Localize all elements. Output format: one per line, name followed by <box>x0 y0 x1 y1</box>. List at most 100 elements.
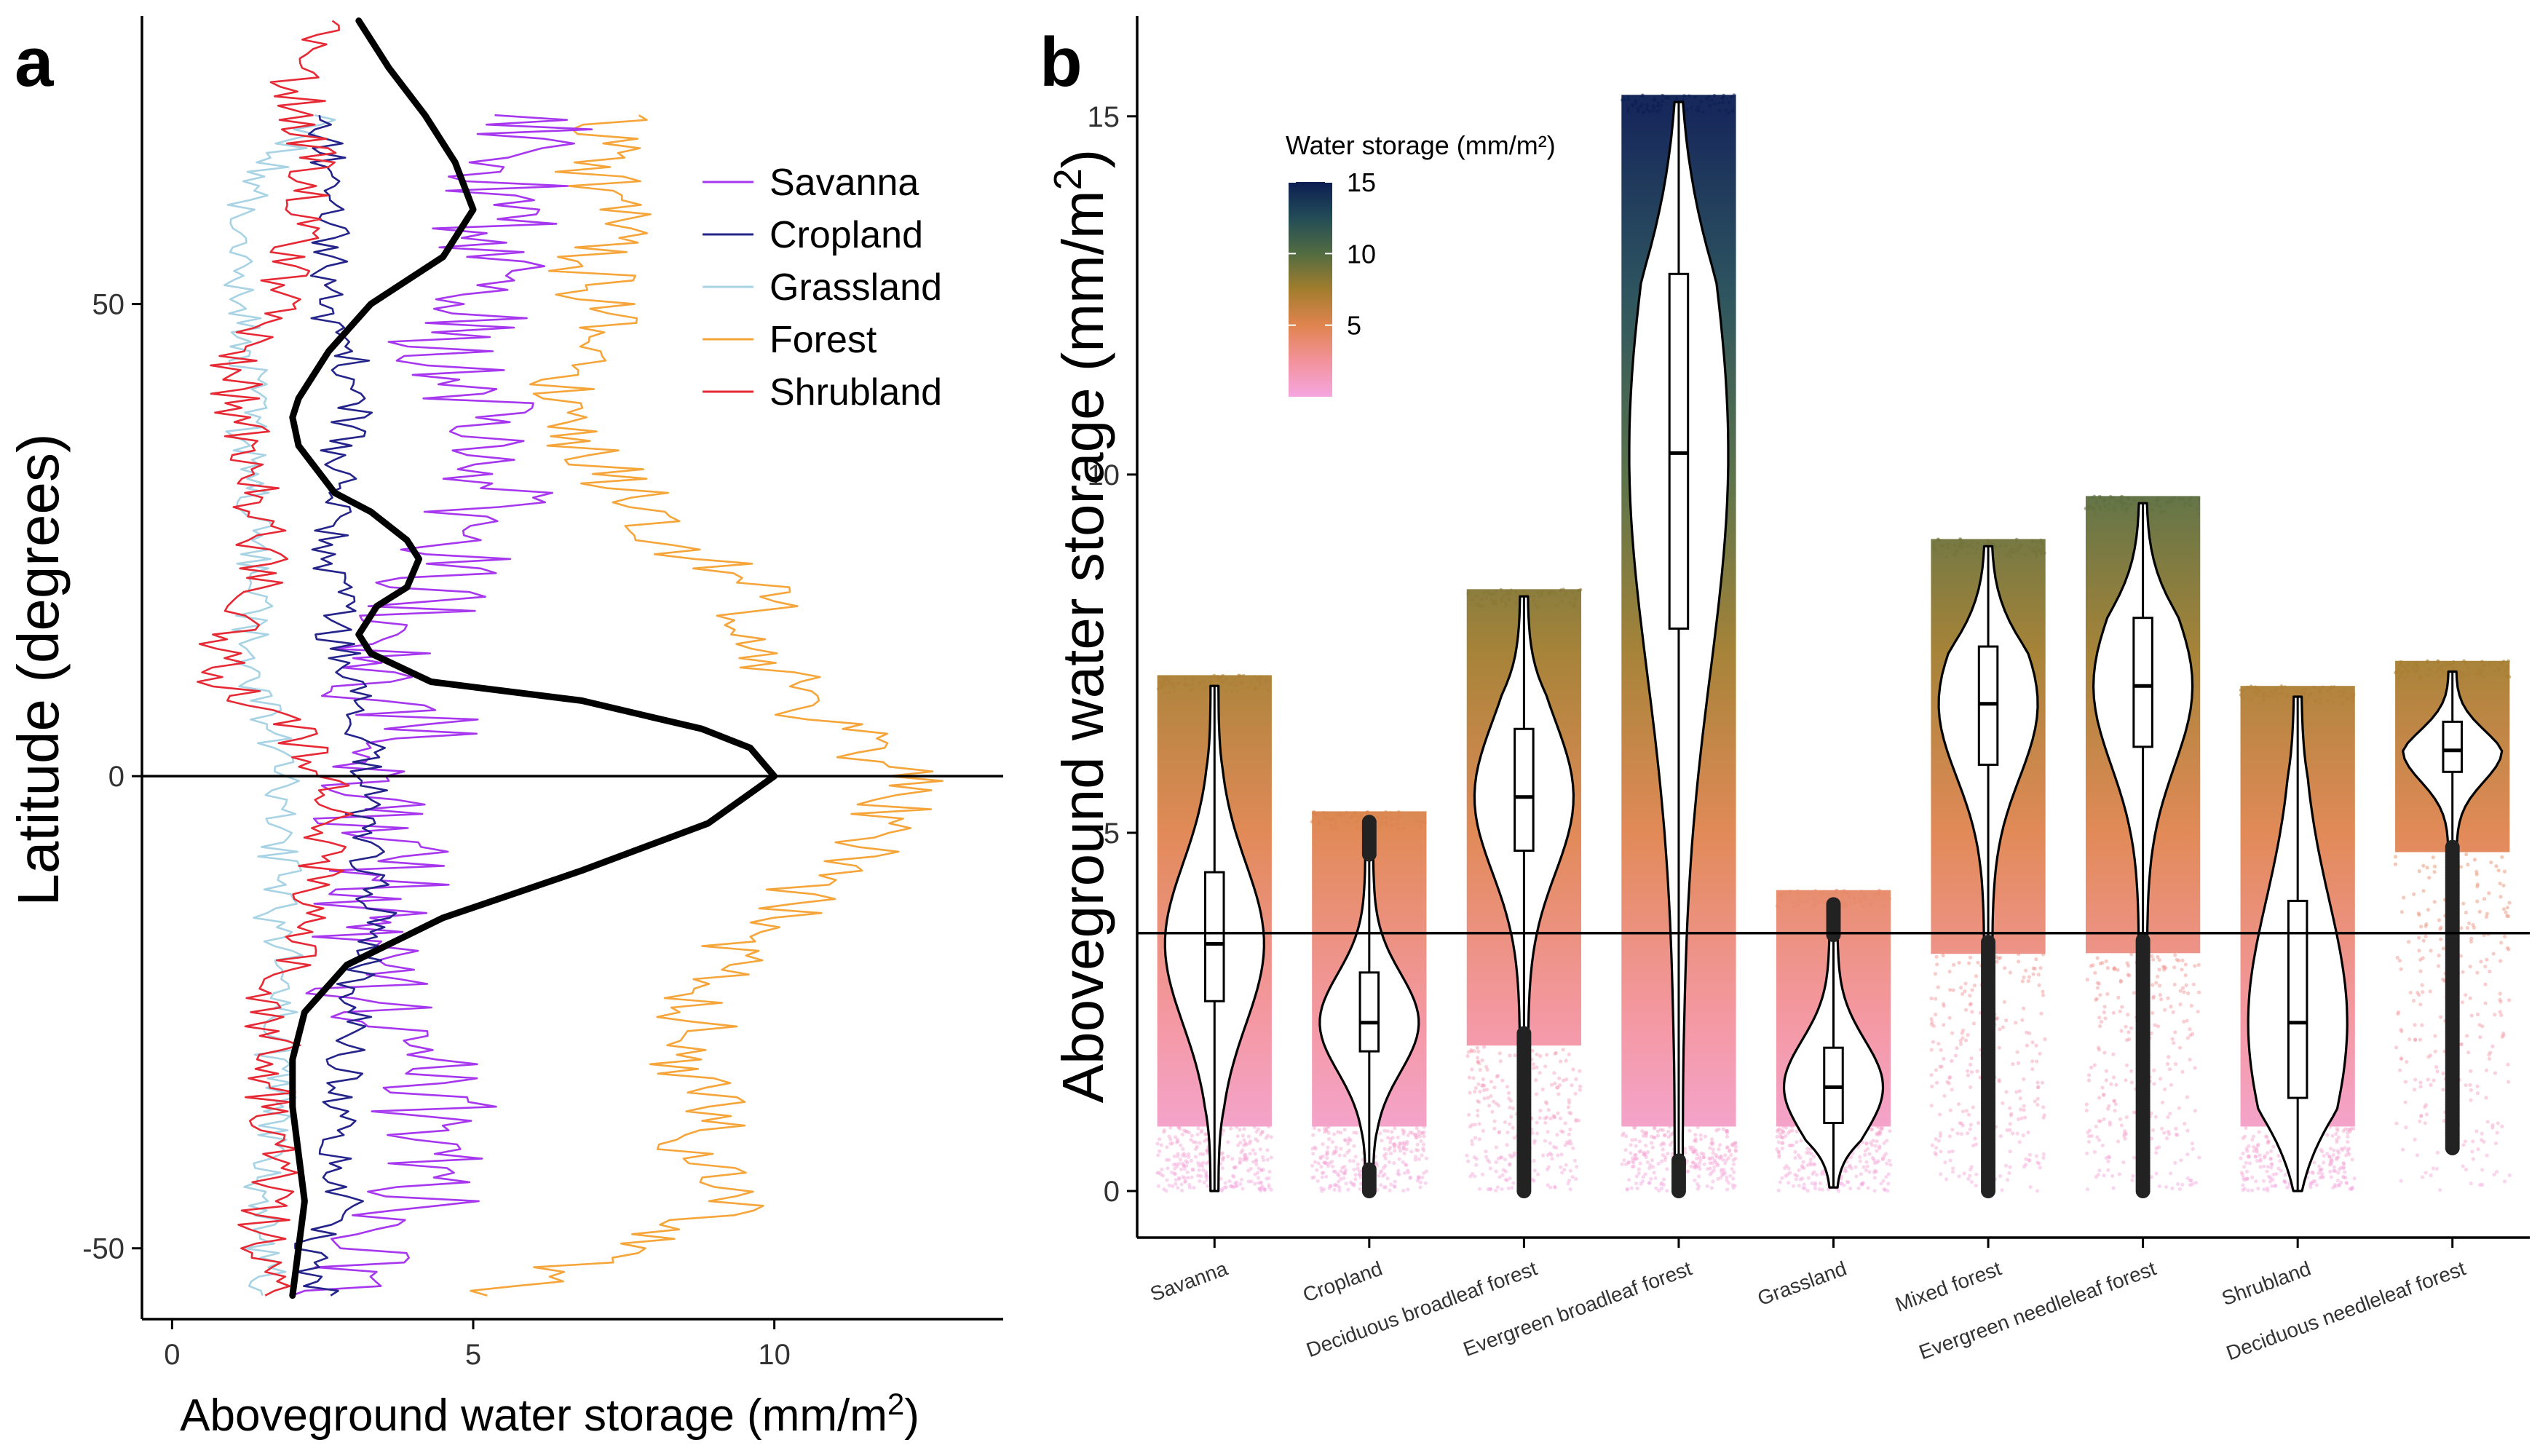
jitter-point <box>1777 1150 1781 1154</box>
jitter-point <box>1318 822 1321 826</box>
jitter-point <box>1936 1139 1941 1143</box>
jitter-point <box>1224 689 1227 694</box>
jitter-point <box>1336 1130 1340 1134</box>
jitter-point <box>2418 676 2422 681</box>
jitter-point <box>1572 1158 1577 1163</box>
jitter-point <box>1650 1158 1654 1163</box>
jitter-point <box>2439 925 2443 930</box>
jitter-point <box>2276 1166 2281 1171</box>
outlier-point <box>1826 897 1841 912</box>
jitter-point <box>2498 882 2502 886</box>
jitter-point <box>2427 668 2432 671</box>
jitter-point <box>2332 1148 2336 1152</box>
colorbar-tick-label: 15 <box>1347 167 1376 197</box>
jitter-point <box>1345 1150 1350 1155</box>
jitter-point <box>2250 1175 2255 1179</box>
jitter-point <box>1332 1132 1337 1136</box>
jitter-point <box>2319 1168 2323 1172</box>
jitter-point <box>1261 1168 1265 1172</box>
jitter-point <box>1656 1161 1661 1166</box>
jitter-point <box>2000 1188 2004 1192</box>
jitter-point <box>1937 1112 1942 1117</box>
jitter-point <box>1552 1115 1556 1120</box>
jitter-point <box>1663 1155 1668 1160</box>
jitter-point <box>2022 1104 2026 1108</box>
jitter-point <box>2022 1077 2026 1081</box>
jitter-point <box>2094 1175 2098 1179</box>
jitter-point <box>1170 1142 1174 1146</box>
jitter-point <box>1516 593 1520 598</box>
jitter-point <box>1418 1180 1423 1184</box>
jitter-point <box>1494 1169 1498 1174</box>
jitter-point <box>1654 1186 1658 1190</box>
jitter-point <box>1622 1158 1626 1163</box>
jitter-point <box>1206 685 1210 689</box>
jitter-point <box>2170 1037 2175 1041</box>
jitter-point <box>1975 1069 1979 1074</box>
jitter-point <box>1160 1167 1164 1172</box>
jitter-point <box>1187 1185 1192 1190</box>
jitter-point <box>2319 1171 2325 1176</box>
jitter-point <box>1246 1134 1251 1139</box>
jitter-point <box>1249 679 1254 684</box>
jitter-point <box>2113 507 2118 512</box>
jitter-point <box>2425 866 2429 870</box>
jitter-point <box>1817 1187 1821 1192</box>
jitter-point <box>2499 941 2504 945</box>
jitter-point <box>1713 1160 1718 1165</box>
jitter-point <box>2399 1057 2404 1061</box>
jitter-point <box>1326 1145 1330 1150</box>
jitter-point <box>1835 888 1839 893</box>
jitter-point <box>1723 1161 1728 1166</box>
jitter-point <box>1968 1174 1972 1178</box>
jitter-point <box>1492 599 1496 604</box>
jitter-point <box>2132 1110 2137 1115</box>
jitter-point <box>1818 1181 1822 1185</box>
jitter-point <box>1878 888 1882 893</box>
jitter-point <box>1652 1126 1657 1131</box>
jitter-point <box>1665 1167 1669 1171</box>
jitter-point <box>1392 1144 1397 1150</box>
jitter-point <box>2109 1082 2113 1086</box>
jitter-point <box>2405 1060 2409 1064</box>
jitter-point <box>1858 1155 1862 1159</box>
jitter-point <box>2426 1077 2430 1082</box>
jitter-point <box>1636 106 1640 111</box>
jitter-point <box>1808 1160 1813 1165</box>
jitter-point <box>1315 1168 1319 1172</box>
jitter-point <box>2092 507 2096 511</box>
jitter-point <box>1846 1180 1851 1184</box>
jitter-point <box>2034 553 2038 556</box>
jitter-point <box>1219 679 1223 684</box>
jitter-point <box>1173 1166 1177 1171</box>
jitter-point <box>1198 680 1202 684</box>
jitter-point <box>2404 1125 2408 1130</box>
jitter-point <box>1931 542 1936 547</box>
jitter-point <box>1321 810 1326 815</box>
jitter-point <box>2239 693 2243 697</box>
jitter-point <box>2160 1100 2164 1104</box>
jitter-point <box>2038 1051 2042 1056</box>
jitter-point <box>1227 1179 1232 1184</box>
jitter-point <box>1969 1179 1974 1184</box>
jitter-point <box>2112 1099 2116 1103</box>
jitter-point <box>2403 1100 2407 1104</box>
jitter-point <box>1929 1022 1934 1026</box>
jitter-point <box>2039 1011 2043 1016</box>
jitter-point <box>1170 1170 1174 1174</box>
jitter-point <box>2196 512 2201 516</box>
jitter-point <box>2398 662 2402 667</box>
jitter-point <box>1385 1129 1390 1133</box>
jitter-point <box>1485 590 1489 594</box>
jitter-point <box>1958 1042 1963 1046</box>
jitter-point <box>1345 820 1350 825</box>
jitter-point <box>2330 1159 2334 1163</box>
jitter-point <box>1797 1184 1801 1188</box>
jitter-point <box>1322 1160 1326 1165</box>
jitter-point <box>1418 1185 1423 1190</box>
jitter-point <box>1929 1017 1934 1021</box>
jitter-point <box>2399 1179 2403 1183</box>
jitter-point <box>1816 900 1821 903</box>
jitter-point <box>1476 1056 1480 1060</box>
